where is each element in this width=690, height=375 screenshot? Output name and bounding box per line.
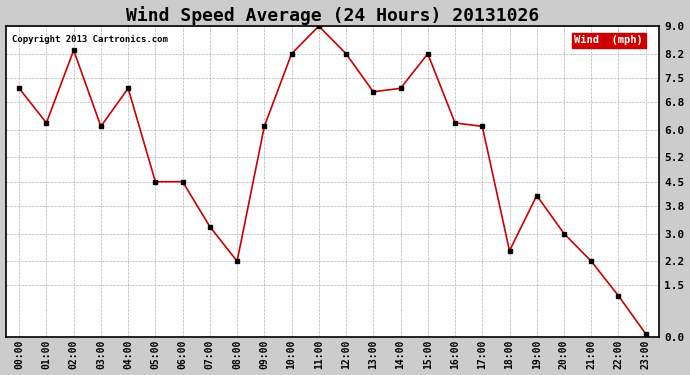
Text: Wind  (mph): Wind (mph) <box>574 35 643 45</box>
Title: Wind Speed Average (24 Hours) 20131026: Wind Speed Average (24 Hours) 20131026 <box>126 6 539 24</box>
Text: Copyright 2013 Cartronics.com: Copyright 2013 Cartronics.com <box>12 35 168 44</box>
